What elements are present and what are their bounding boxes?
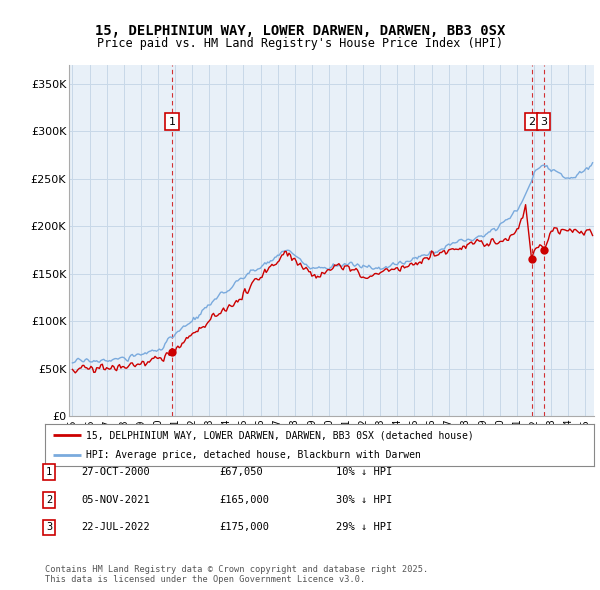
Text: 3: 3 [540,117,547,127]
Text: 3: 3 [46,523,52,532]
Text: 10% ↓ HPI: 10% ↓ HPI [336,467,392,477]
Text: 1: 1 [46,467,52,477]
Text: £175,000: £175,000 [219,523,269,532]
Text: 2: 2 [528,117,535,127]
Text: 22-JUL-2022: 22-JUL-2022 [81,523,150,532]
Text: 27-OCT-2000: 27-OCT-2000 [81,467,150,477]
Text: Price paid vs. HM Land Registry's House Price Index (HPI): Price paid vs. HM Land Registry's House … [97,37,503,50]
Text: 1: 1 [169,117,175,127]
Text: 29% ↓ HPI: 29% ↓ HPI [336,523,392,532]
Text: 2: 2 [46,495,52,504]
Text: HPI: Average price, detached house, Blackburn with Darwen: HPI: Average price, detached house, Blac… [86,451,421,460]
Text: 30% ↓ HPI: 30% ↓ HPI [336,495,392,504]
Text: £67,050: £67,050 [219,467,263,477]
Text: 15, DELPHINIUM WAY, LOWER DARWEN, DARWEN, BB3 0SX (detached house): 15, DELPHINIUM WAY, LOWER DARWEN, DARWEN… [86,430,474,440]
Text: 05-NOV-2021: 05-NOV-2021 [81,495,150,504]
Text: 15, DELPHINIUM WAY, LOWER DARWEN, DARWEN, BB3 0SX: 15, DELPHINIUM WAY, LOWER DARWEN, DARWEN… [95,24,505,38]
Text: Contains HM Land Registry data © Crown copyright and database right 2025.
This d: Contains HM Land Registry data © Crown c… [45,565,428,584]
Text: £165,000: £165,000 [219,495,269,504]
